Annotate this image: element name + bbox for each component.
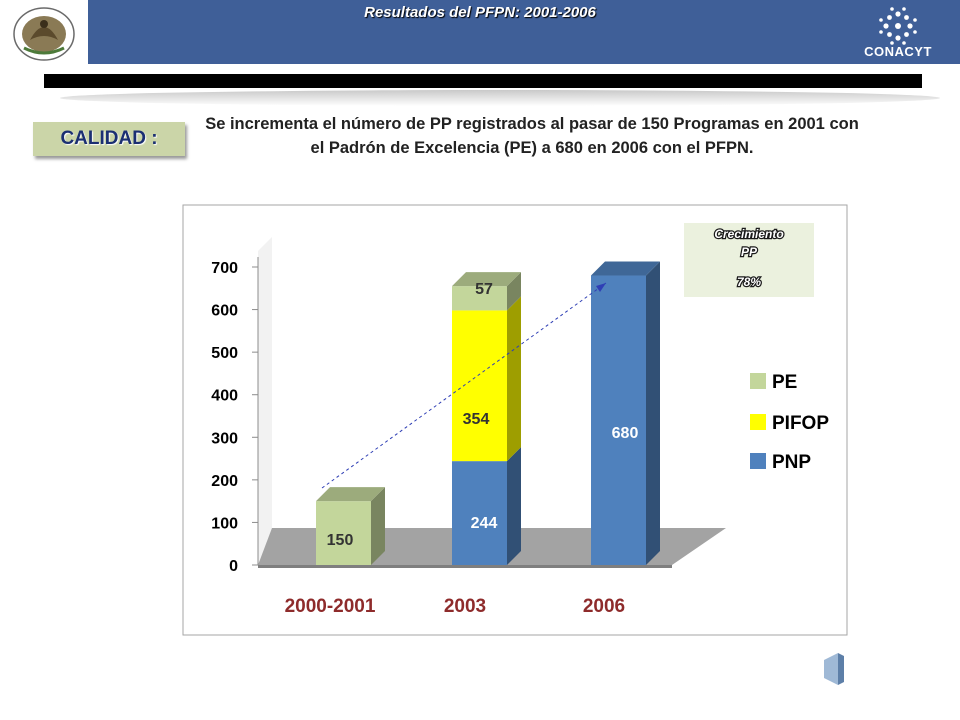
chart-floor-edge	[258, 565, 672, 568]
bar-shadow	[60, 90, 940, 106]
mexico-coat-of-arms-logo	[0, 0, 88, 64]
badge-label: CALIDAD :	[60, 128, 158, 149]
bar-pnp-2006	[591, 275, 646, 565]
bar-side-pe-2000-2001	[371, 487, 385, 565]
y-tick-label: 200	[211, 473, 238, 490]
growth-box-bg	[684, 223, 814, 297]
y-tick-label: 400	[211, 388, 238, 405]
legend-swatch-pifop	[750, 414, 766, 430]
bar-top-pe-2003	[452, 272, 521, 287]
bar-top-pnp-2006	[591, 261, 660, 276]
x-category-label: 2000-2001	[285, 596, 376, 617]
bar-side-pe-2003	[507, 272, 521, 311]
growth-box-value: 78%	[737, 275, 761, 289]
trend-arrow	[321, 282, 607, 489]
nav-arrow-icon	[824, 653, 844, 685]
bar-pnp-2003	[452, 461, 507, 565]
conacyt-logo: CONACYT	[848, 6, 948, 62]
bar-top-pe-2000-2001	[316, 487, 385, 502]
next-slide-button[interactable]	[822, 652, 846, 686]
data-label: 57	[475, 281, 493, 298]
description-text: Se incrementa el número de PP registrado…	[205, 115, 859, 157]
data-label: 150	[327, 532, 354, 549]
bar-pe-2000-2001	[316, 501, 371, 565]
conacyt-wordmark: CONACYT	[864, 44, 932, 59]
eagle-seal-icon	[13, 7, 75, 61]
y-tick-label: 500	[211, 345, 238, 362]
data-label: 244	[471, 515, 498, 532]
bar-side-pnp-2006	[646, 261, 660, 565]
conacyt-sphere-icon	[879, 7, 917, 45]
calidad-badge: CALIDAD :	[33, 122, 185, 156]
data-label: 680	[612, 425, 639, 442]
x-category-label: 2003	[444, 596, 486, 617]
y-tick-label: 100	[211, 515, 238, 532]
y-tick-label: 600	[211, 303, 238, 320]
legend-label-pe: PE	[772, 372, 797, 393]
data-label: 354	[463, 411, 490, 428]
title-underline-bar	[44, 74, 922, 88]
y-tick-label: 0	[229, 558, 238, 575]
legend-swatch-pnp	[750, 453, 766, 469]
bar-side-pnp-2003	[507, 447, 521, 565]
legend-label-pnp: PNP	[772, 452, 811, 473]
legend-label-pifop: PIFOP	[772, 413, 829, 434]
bar-pifop-2003	[452, 310, 507, 462]
growth-box-title1: Crecimiento	[714, 227, 783, 241]
y-tick-label: 300	[211, 430, 238, 447]
y-tick-label: 700	[211, 260, 238, 277]
bar-pe-2003	[452, 286, 507, 311]
growth-box: Crecimiento PP 78%	[684, 223, 814, 297]
x-category-label: 2006	[583, 596, 625, 617]
bar-side-pifop-2003	[507, 296, 521, 462]
trend-arrowhead	[596, 283, 606, 292]
header-title: Resultados del PFPN: 2001-2006	[364, 4, 596, 21]
header-bar: Resultados del PFPN: 2001-2006 CONACYT	[0, 0, 960, 64]
chart-side-wall	[258, 237, 272, 565]
legend-swatch-pe	[750, 373, 766, 389]
growth-box-title2: PP	[741, 245, 758, 259]
